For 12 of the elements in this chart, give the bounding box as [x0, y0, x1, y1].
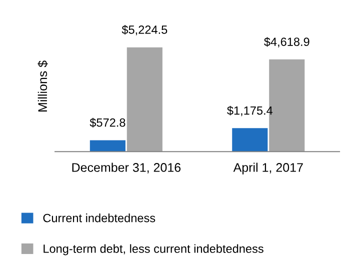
x-tick-label: December 31, 2016 [72, 162, 181, 174]
x-tick-label: April 1, 2017 [233, 162, 303, 174]
bar [90, 140, 126, 152]
y-axis-title: Millions $ [38, 60, 48, 112]
legend-label: Long-term debt, less current indebtedness [44, 244, 264, 256]
data-label: $4,618.9 [264, 37, 310, 48]
bar [126, 47, 162, 152]
bar [232, 128, 268, 152]
data-label: $1,175.4 [227, 106, 273, 116]
legend-label: Current indebtedness [43, 214, 156, 222]
data-label: $572.8 [90, 118, 126, 128]
data-label: $5,224.5 [122, 25, 168, 36]
